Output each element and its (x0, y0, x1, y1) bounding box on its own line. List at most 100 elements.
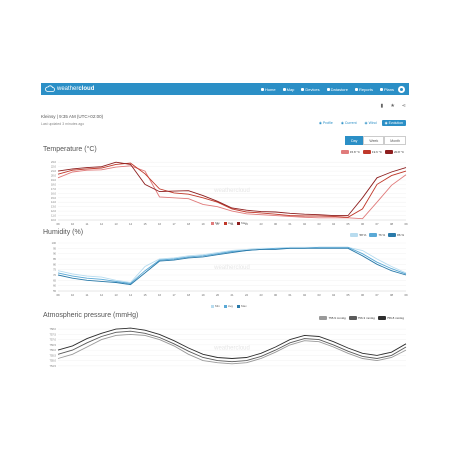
y-tick-label: 756.0 (50, 348, 57, 352)
nav-item-map[interactable]: Map (282, 87, 294, 92)
x-tick-label: 14 (129, 293, 133, 297)
legend-swatch (388, 233, 397, 237)
series-legend-min[interactable]: Min (211, 304, 220, 308)
x-tick-label: 20 (216, 222, 220, 226)
series-name: Avg (227, 304, 233, 308)
x-tick-label: 05 (346, 222, 350, 226)
legend-swatch (350, 233, 359, 237)
plans-icon (379, 87, 383, 91)
pressure-legend: 755.9 mmHg 756.3 mmHg 756.8 mmHg (319, 316, 404, 320)
y-tick-label: 80 (53, 262, 56, 266)
series-line-min (57, 333, 407, 365)
nav-item-label: Plans (383, 86, 394, 92)
x-tick-label: 06 (361, 222, 365, 226)
tab-wind[interactable]: ◉ Wind (364, 121, 377, 125)
x-tick-label: 12 (100, 293, 104, 297)
y-tick-label: 21.0 (51, 169, 57, 173)
database-icon (326, 87, 330, 91)
temperature-legend: 15.8 °C 19.6 °C 20.8 °C (340, 150, 404, 154)
tab-current[interactable]: ◉ Current (340, 121, 357, 125)
legend-item-max[interactable]: 20.8 °C (384, 150, 404, 154)
nav-item-home[interactable]: Home (260, 87, 276, 92)
legend-item-avg[interactable]: 19.6 °C (362, 150, 382, 154)
legend-item-min[interactable]: 15.8 °C (340, 150, 360, 154)
y-tick-label: 19.0 (51, 178, 57, 182)
y-tick-label: 100 (52, 241, 57, 245)
x-tick-label: 17 (172, 222, 176, 226)
x-tick-label: 21 (230, 222, 234, 226)
reports-icon (354, 87, 358, 91)
chart-title-humidity: Humidity (%) (43, 229, 84, 236)
x-tick-label: 00 (274, 293, 278, 297)
station-actions: ▮ ★ ⋖ (381, 103, 406, 109)
x-tick-label: 21 (230, 293, 234, 297)
y-tick-label: 14.0 (51, 200, 57, 204)
series-line-max (57, 161, 407, 217)
last-updated-text: Last updated 3 minutes ago (41, 122, 85, 126)
x-tick-label: 14 (129, 222, 133, 226)
y-tick-label: 13.0 (51, 205, 57, 209)
nav-item-plans[interactable]: Plans (379, 86, 394, 92)
range-button-day[interactable]: Day (345, 136, 364, 145)
tab-profile[interactable]: ◉ Profile (318, 121, 333, 125)
temperature-chart: 23.022.021.020.019.018.017.016.015.014.0… (51, 160, 408, 226)
series-line-max (57, 247, 407, 286)
brand-logo[interactable]: weather cloud (45, 85, 94, 93)
nav-item-devices[interactable]: Devices (301, 87, 320, 92)
range-button-month[interactable]: Month (384, 136, 406, 145)
nav-item-datastore[interactable]: Datastore (326, 87, 348, 92)
x-tick-label: 22 (245, 293, 249, 297)
y-tick-label: 75 (53, 268, 56, 272)
x-tick-label: 13 (114, 293, 118, 297)
series-legend-max[interactable]: Max (236, 304, 247, 308)
series-legend-avg[interactable]: Avg (223, 304, 233, 308)
favorite-star-icon[interactable]: ★ (390, 103, 395, 109)
x-tick-label: 22 (245, 222, 249, 226)
x-tick-label: 02 (303, 293, 307, 297)
range-button-week[interactable]: Week (363, 136, 385, 145)
legend-swatch (369, 233, 378, 237)
x-tick-label: 03 (317, 222, 321, 226)
legend-item-avg[interactable]: 76 % (369, 233, 385, 237)
series-legend-avg[interactable]: Avg (223, 221, 233, 225)
y-tick-label: 17.0 (51, 187, 57, 191)
y-tick-label: 60 (53, 284, 56, 288)
top-navigation-bar: weather cloud Home Map Devices Datastore Repo… (41, 83, 409, 95)
y-tick-label: 65 (53, 278, 56, 282)
legend-item-max[interactable]: 86 % (388, 233, 404, 237)
nav-item-reports[interactable]: Reports (354, 87, 373, 92)
x-tick-label: 08 (390, 293, 394, 297)
x-tick-label: 19 (201, 222, 205, 226)
series-line-avg (57, 330, 407, 363)
x-tick-label: 16 (158, 222, 162, 226)
legend-value: 756.8 mmHg (386, 316, 404, 320)
x-tick-label: 18 (187, 222, 191, 226)
user-avatar[interactable] (398, 85, 405, 93)
legend-item-avg[interactable]: 756.3 mmHg (348, 316, 375, 320)
legend-value: 58 % (359, 233, 367, 237)
legend-item-min[interactable]: 58 % (350, 233, 366, 237)
x-tick-label: 00 (274, 222, 278, 226)
series-swatch (236, 221, 240, 225)
stats-icon[interactable]: ▮ (380, 103, 384, 109)
tab-evolution[interactable]: ◉ Evolution (381, 120, 406, 126)
series-name: Avg (227, 221, 233, 225)
series-swatch (236, 304, 240, 308)
series-legend-min[interactable]: Min (211, 221, 220, 225)
y-tick-label: 755.5 (50, 353, 57, 357)
series-legend-max[interactable]: Max (236, 221, 247, 225)
series-swatch (223, 304, 227, 308)
series-line-min (57, 165, 407, 220)
legend-item-min[interactable]: 755.9 mmHg (319, 316, 346, 320)
share-icon[interactable]: ⋖ (401, 103, 406, 109)
y-tick-label: 18.0 (51, 182, 57, 186)
x-tick-label: 10 (71, 293, 75, 297)
x-tick-label: 04 (332, 293, 336, 297)
y-tick-label: 756.5 (50, 343, 57, 347)
y-tick-label: 16.0 (51, 191, 57, 195)
humidity-series-legend: Min Avg Max (211, 304, 247, 308)
legend-item-max[interactable]: 756.8 mmHg (377, 316, 404, 320)
watermark: weathercloud (213, 188, 250, 194)
legend-swatch (362, 150, 371, 154)
